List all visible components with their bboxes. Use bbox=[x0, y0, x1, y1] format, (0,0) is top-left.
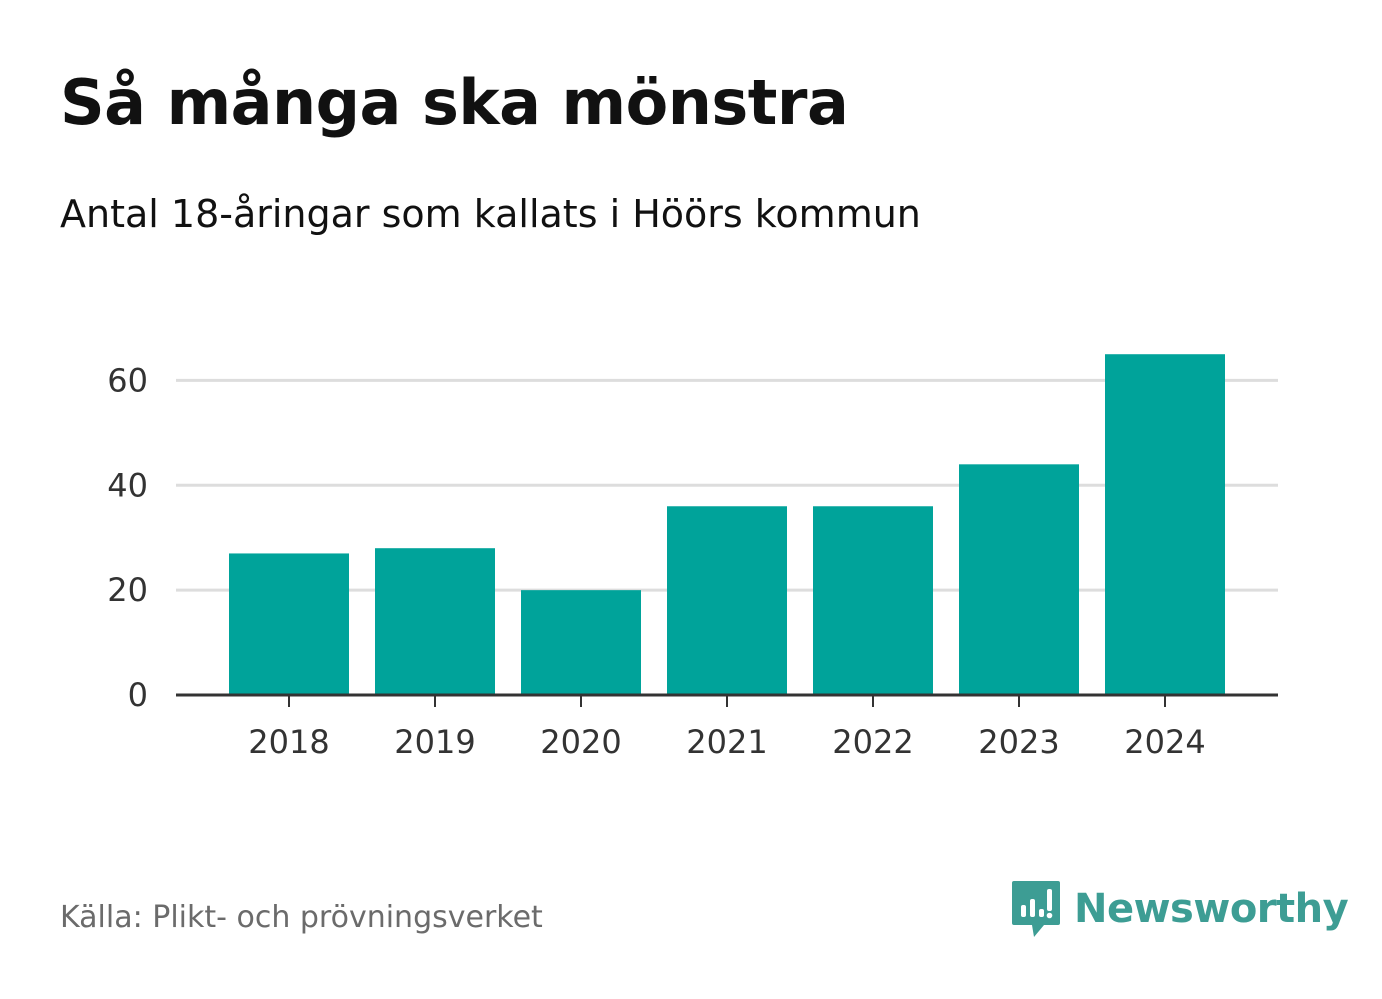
x-tick-label: 2022 bbox=[832, 723, 913, 761]
x-tick-label: 2024 bbox=[1124, 723, 1205, 761]
bar-2020 bbox=[521, 590, 641, 695]
source-note: Källa: Plikt- och prövningsverket bbox=[60, 900, 543, 935]
bars bbox=[229, 354, 1225, 695]
newsworthy-logo-icon bbox=[1012, 881, 1060, 937]
brand-name: Newsworthy bbox=[1074, 886, 1349, 932]
x-tick-label: 2018 bbox=[248, 723, 329, 761]
chart-subtitle: Antal 18-åringar som kallats i Höörs kom… bbox=[60, 192, 921, 236]
bar-2019 bbox=[375, 548, 495, 695]
bar-2018 bbox=[229, 553, 349, 695]
x-tick-label: 2023 bbox=[978, 723, 1059, 761]
brand-logo: Newsworthy bbox=[1010, 878, 1349, 940]
x-tick-label: 2019 bbox=[394, 723, 475, 761]
chart-title: Så många ska mönstra bbox=[60, 66, 849, 139]
bar-2021 bbox=[667, 506, 787, 695]
y-tick-label: 40 bbox=[107, 466, 148, 504]
bar-2023 bbox=[959, 464, 1079, 695]
y-tick-label: 20 bbox=[107, 571, 148, 609]
x-tick-label: 2021 bbox=[686, 723, 767, 761]
y-tick-label: 0 bbox=[128, 676, 148, 714]
axes: 0 20 40 60 2018 2019 2020 2021 2022 2023 2024 bbox=[107, 361, 1278, 761]
y-tick-label: 60 bbox=[107, 361, 148, 399]
bar-2024 bbox=[1105, 354, 1225, 695]
x-tick-label: 2020 bbox=[540, 723, 621, 761]
bar-2022 bbox=[813, 506, 933, 695]
